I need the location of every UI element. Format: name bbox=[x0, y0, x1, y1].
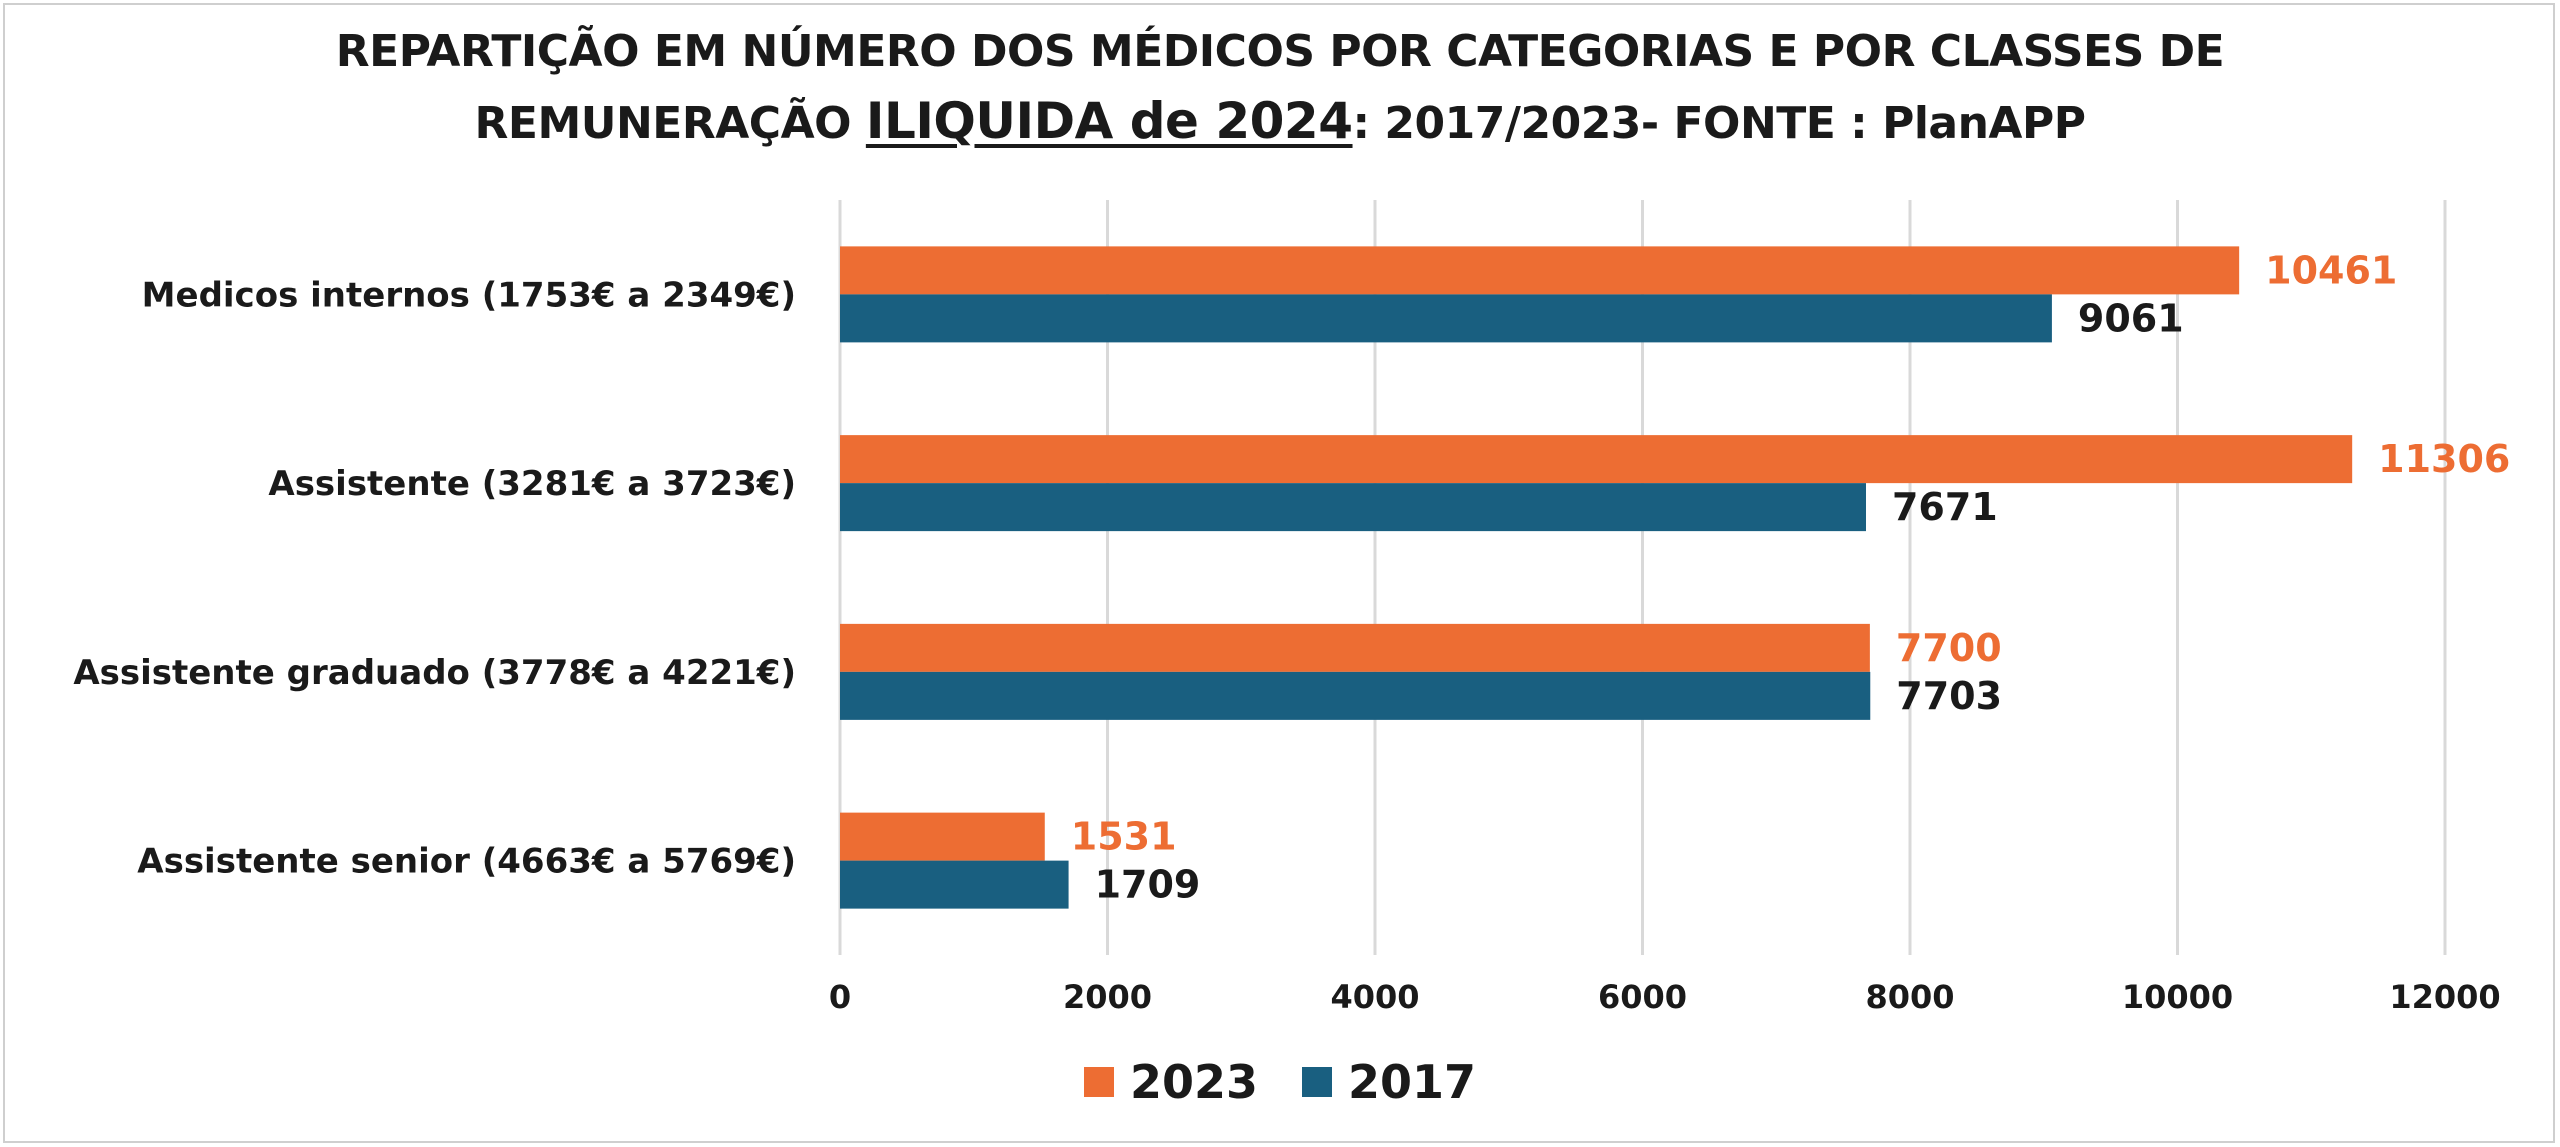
bar-2023-1 bbox=[840, 435, 2353, 484]
data-label-2017-0: 9061 bbox=[2078, 296, 2184, 340]
data-label-2017-3: 1709 bbox=[1095, 863, 1201, 907]
bar-2017-3 bbox=[840, 860, 1069, 909]
x-tick-label-12000: 12000 bbox=[2389, 978, 2500, 1016]
legend-item-2023: 2023 bbox=[1083, 1055, 1258, 1109]
bar-2017-1 bbox=[840, 483, 1866, 532]
x-tick-label-10000: 10000 bbox=[2122, 978, 2233, 1016]
bar-2023-0 bbox=[840, 246, 2240, 295]
x-tick-label-0: 0 bbox=[829, 978, 851, 1016]
title-text-2-suffix: : 2017/2023- FONTE : PlanAPP bbox=[1352, 98, 2086, 149]
bar-2023-2 bbox=[840, 623, 1870, 672]
legend-item-2017: 2017 bbox=[1302, 1055, 1476, 1109]
title-text-1: REPARTIÇÃO EM NÚMERO DOS MÉDICOS POR CAT… bbox=[335, 26, 2225, 77]
legend-swatch-2017 bbox=[1302, 1067, 1332, 1097]
title-text-2-emphasis: ILIQUIDA de 2024 bbox=[865, 92, 1353, 150]
x-tick-label-8000: 8000 bbox=[1865, 978, 1954, 1016]
legend-swatch-2023 bbox=[1083, 1067, 1114, 1097]
data-label-2023-1: 11306 bbox=[2378, 437, 2510, 481]
bar-2017-2 bbox=[840, 671, 1871, 720]
bar-2023-3 bbox=[840, 812, 1045, 861]
data-label-2017-1: 7671 bbox=[1892, 485, 1998, 529]
data-label-2023-3: 1531 bbox=[1071, 815, 1177, 859]
chart-frame bbox=[3, 3, 2555, 1143]
chart-title-line-1: REPARTIÇÃO EM NÚMERO DOS MÉDICOS POR CAT… bbox=[0, 26, 2560, 77]
legend-label-2017: 2017 bbox=[1348, 1055, 1477, 1109]
data-label-2017-2: 7703 bbox=[1896, 674, 2002, 718]
title-text-2-prefix: REMUNERAÇÃO bbox=[474, 98, 866, 149]
x-tick-label-2000: 2000 bbox=[1063, 978, 1152, 1016]
category-label-3: Assistente senior (4663€ a 5769€) bbox=[137, 842, 796, 882]
category-label-2: Assistente graduado (3778€ a 4221€) bbox=[73, 653, 796, 693]
legend: 2023 2017 bbox=[0, 1055, 2560, 1109]
category-label-0: Medicos internos (1753€ a 2349€) bbox=[142, 275, 796, 315]
category-label-1: Assistente (3281€ a 3723€) bbox=[268, 464, 796, 504]
x-tick-label-6000: 6000 bbox=[1598, 978, 1687, 1016]
x-tick-label-4000: 4000 bbox=[1330, 978, 1419, 1016]
chart-title-line-2: REMUNERAÇÃO ILIQUIDA de 2024: 2017/2023-… bbox=[0, 92, 2560, 150]
data-label-2023-0: 10461 bbox=[2265, 248, 2397, 292]
data-label-2023-2: 7700 bbox=[1896, 626, 2002, 670]
bar-2017-0 bbox=[840, 294, 2052, 343]
legend-label-2023: 2023 bbox=[1129, 1055, 1258, 1109]
